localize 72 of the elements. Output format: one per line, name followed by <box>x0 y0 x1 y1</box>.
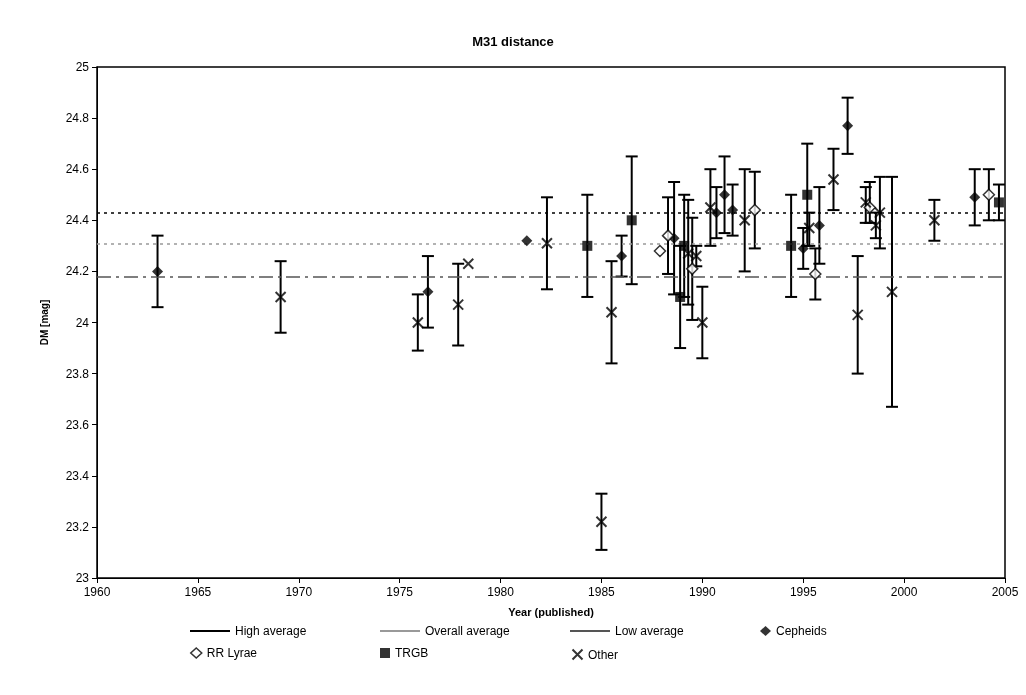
legend-label: RR Lyrae <box>206 646 258 660</box>
point <box>675 291 686 302</box>
y-tick-label: 23 <box>75 571 90 585</box>
point <box>411 316 424 329</box>
point <box>851 308 864 321</box>
point <box>521 235 533 247</box>
point <box>582 240 593 251</box>
point <box>873 206 886 219</box>
y-tick-label: 24 <box>75 315 90 330</box>
point <box>274 290 287 303</box>
x-tick-label: 2000 <box>890 585 918 599</box>
x-tick-label: 2005 <box>991 585 1019 599</box>
point <box>842 120 854 132</box>
point <box>452 298 465 311</box>
y-tick-label: 23.6 <box>65 417 90 432</box>
legend-label: High average <box>235 624 307 638</box>
point <box>813 219 825 231</box>
y-tick-label: 24.6 <box>65 162 90 177</box>
y-tick-label: 25 <box>75 60 90 74</box>
point <box>690 250 703 263</box>
point <box>803 221 816 234</box>
point <box>679 240 690 251</box>
y-tick-label: 24.2 <box>65 264 90 279</box>
y-tick-label: 23.4 <box>65 468 90 483</box>
x-tick-label: 1970 <box>285 585 313 599</box>
x-tick-label: 1965 <box>184 585 212 599</box>
x-tick-label: 1960 <box>83 585 111 599</box>
point <box>786 240 797 251</box>
point <box>595 515 608 528</box>
legend-label: Other <box>588 647 619 662</box>
point <box>152 265 164 277</box>
point <box>809 267 822 281</box>
y-tick-label: 23.8 <box>65 366 90 381</box>
point <box>982 188 996 201</box>
point <box>626 215 637 226</box>
point <box>993 197 1004 208</box>
point <box>540 237 553 250</box>
point <box>616 250 628 262</box>
point <box>605 306 618 319</box>
y-tick-label: 24.8 <box>65 111 90 126</box>
point <box>969 191 981 203</box>
point <box>685 262 699 276</box>
point <box>710 207 722 219</box>
point <box>802 189 813 200</box>
x-tick-label: 1980 <box>487 585 515 599</box>
point <box>738 214 751 227</box>
x-tick-label: 1985 <box>588 585 616 599</box>
y-axis-title: DM [mag] <box>38 299 50 346</box>
point <box>653 244 667 258</box>
y-tick-label: 23.2 <box>65 519 90 534</box>
point <box>886 285 898 298</box>
legend-label: TRGB <box>395 646 429 660</box>
point <box>422 286 434 298</box>
x-tick-label: 1990 <box>688 585 716 599</box>
point <box>661 229 675 242</box>
point <box>727 204 739 216</box>
legend-label: Low average <box>615 624 685 638</box>
point <box>928 214 941 227</box>
point <box>827 173 840 186</box>
x-tick-label: 1995 <box>789 585 817 599</box>
x-axis-title: Year (published) <box>508 605 595 618</box>
point <box>859 196 872 209</box>
point <box>797 242 809 254</box>
point <box>704 201 717 214</box>
legend-label: Overall average <box>425 624 511 638</box>
point <box>719 189 731 201</box>
y-tick-label: 24.4 <box>65 213 90 228</box>
point <box>748 203 762 217</box>
x-tick-label: 1975 <box>386 585 414 599</box>
chart-title: M31 distance <box>472 34 554 49</box>
point <box>462 257 475 270</box>
legend-label: Cepheids <box>776 624 827 638</box>
